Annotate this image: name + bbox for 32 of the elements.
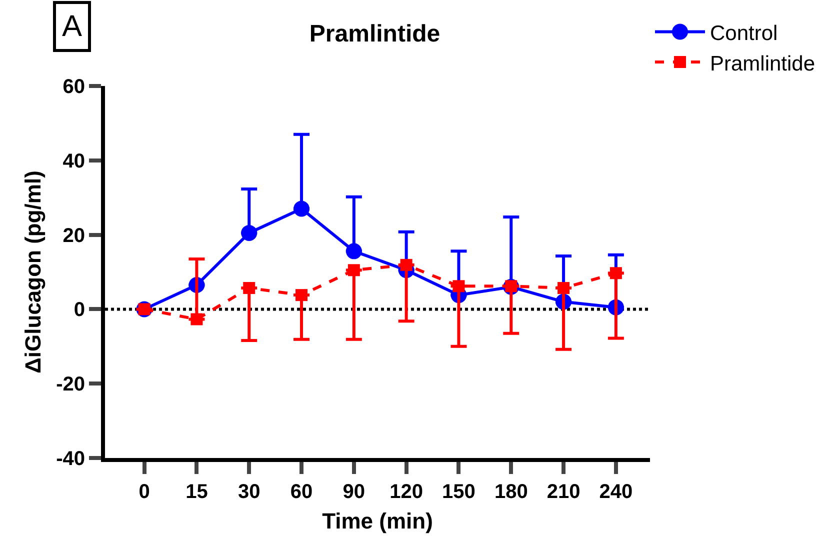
x-tick-label: 240 [599, 481, 633, 503]
point [452, 280, 465, 292]
point [346, 243, 362, 260]
x-tick-label: 180 [494, 481, 528, 503]
x-axis-title: Time (min) [322, 508, 433, 534]
x-tick-label: 120 [390, 481, 424, 503]
x-tick-label: 60 [290, 481, 313, 503]
point [243, 282, 256, 294]
point [241, 224, 258, 241]
x-tick-label: 90 [342, 481, 366, 503]
y-tick-label: 40 [62, 150, 85, 172]
point [190, 313, 203, 326]
point [294, 200, 310, 217]
y-tick-label: 0 [74, 299, 85, 322]
point [348, 264, 360, 276]
x-tick-label: 150 [442, 481, 476, 503]
legend-label: Pramlintide [710, 52, 816, 76]
point [610, 267, 622, 280]
point [558, 282, 570, 294]
y-tick-label: -40 [56, 448, 85, 470]
y-tick-label: 60 [62, 76, 85, 98]
y-tick-label: 20 [62, 224, 85, 247]
text: A [62, 10, 82, 43]
y-axis-title: ΔiGlucagon (pg/ml) [20, 170, 46, 374]
x-tick-label: 15 [186, 481, 208, 503]
point [296, 289, 308, 302]
legend-label: Control [710, 22, 778, 45]
chart-title: Pramlintide [309, 20, 440, 48]
x-tick-label: 30 [238, 481, 260, 503]
y-tick-label: -20 [56, 374, 85, 396]
x-tick-label: 210 [546, 481, 580, 503]
x-tick-label: 0 [138, 481, 150, 503]
